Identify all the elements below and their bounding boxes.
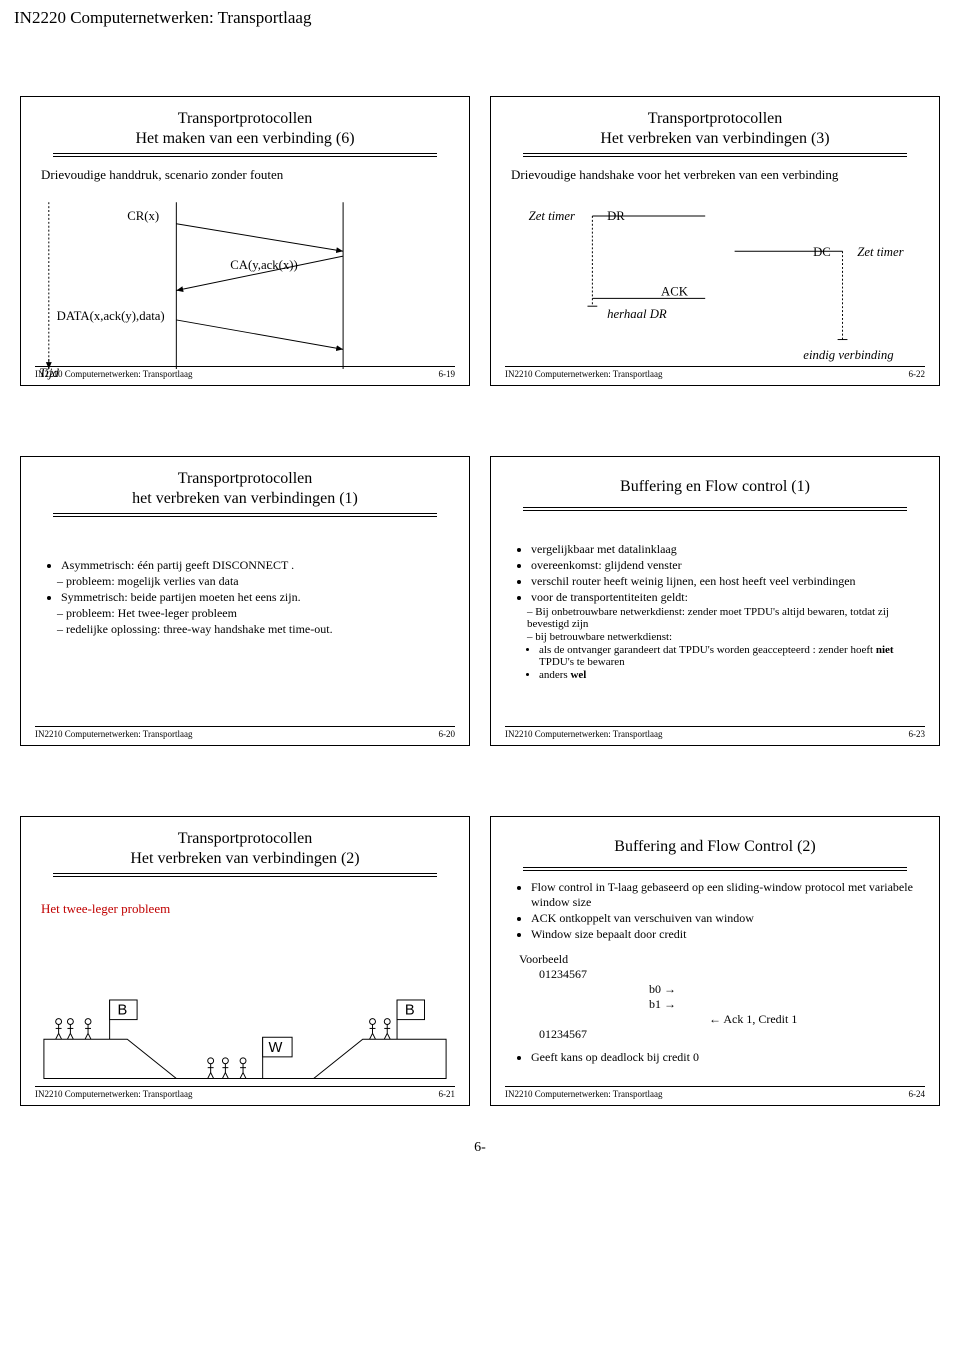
slide-22: Transportprotocollen Het verbreken van v… <box>490 96 940 386</box>
bullet: Asymmetrisch: één partij geeft DISCONNEC… <box>61 558 451 573</box>
zet-timer-1: Zet timer <box>529 209 575 223</box>
slide-body: vergelijkbaar met datalinklaag overeenko… <box>505 511 925 726</box>
soldiers-right <box>370 1019 391 1040</box>
soldiers-left <box>56 1019 91 1040</box>
data-label: DATA(x,ack(y),data) <box>57 309 165 323</box>
voorbeeld-label: Voorbeeld <box>519 952 921 967</box>
bullet: Flow control in T-laag gebaseerd op een … <box>531 880 921 910</box>
svg-text:B: B <box>117 1003 127 1019</box>
sub-sub-bullet: anders wel <box>539 669 921 681</box>
footer-right: 6-24 <box>909 1089 926 1099</box>
slide-body: Het twee-leger probleem B B <box>35 877 455 1086</box>
title-line-1: Transportprotocollen <box>178 110 313 127</box>
flag-b-right: B <box>397 1000 424 1039</box>
slide-title: Transportprotocollen Het verbreken van v… <box>523 107 907 154</box>
page-number: 6- <box>0 1126 960 1170</box>
text: TPDU's te bewaren <box>539 656 625 668</box>
text: anders <box>539 669 570 681</box>
zet-timer-2: Zet timer <box>857 245 903 259</box>
slide-title: Buffering and Flow Control (2) <box>523 827 907 868</box>
bullet: overeenkomst: glijdend venster <box>531 558 921 573</box>
slide-footer: IN2210 Computernetwerken: Transportlaag … <box>505 1086 925 1099</box>
page-header: IN2220 Computernetwerken: Transportlaag <box>0 0 960 36</box>
bullet: voor de transportentiteiten geldt: <box>531 590 921 605</box>
sub-bullet: probleem: Het twee-leger probleem <box>57 606 451 621</box>
title-line-2: Het verbreken van verbindingen (3) <box>600 130 829 147</box>
title-line: Buffering and Flow Control (2) <box>614 838 815 855</box>
title-line-1: Transportprotocollen <box>178 830 313 847</box>
slide-24: Buffering and Flow Control (2) Flow cont… <box>490 816 940 1106</box>
seq-line-2: 01234567 <box>539 1027 921 1042</box>
slide-21: Transportprotocollen Het verbreken van v… <box>20 816 470 1106</box>
ack-line: ← Ack 1, Credit 1 <box>709 1012 921 1027</box>
bullet: ACK ontkoppelt van verschuiven van windo… <box>531 911 921 926</box>
ack-label: ACK <box>661 284 689 298</box>
slide-subtitle: Drievoudige handshake voor het verbreken… <box>511 167 921 183</box>
dc-label: DC <box>813 245 831 259</box>
title-line-1: Transportprotocollen <box>648 110 783 127</box>
sub-bullet: redelijke oplossing: three-way handshake… <box>57 622 451 637</box>
title-line: Buffering en Flow control (1) <box>620 478 810 495</box>
flag-b-left: B <box>110 1000 137 1039</box>
slide-body: Drievoudige handdruk, scenario zonder fo… <box>35 157 455 366</box>
slide-23: Buffering en Flow control (1) vergelijkb… <box>490 456 940 746</box>
ca-label: CA(y,ack(x)) <box>230 258 297 272</box>
slide-grid: Transportprotocollen Het maken van een v… <box>0 36 960 1126</box>
title-line-1: Transportprotocollen <box>178 470 313 487</box>
slide-body: Asymmetrisch: één partij geeft DISCONNEC… <box>35 517 455 726</box>
footer-right: 6-20 <box>439 729 456 739</box>
svg-text:B: B <box>405 1003 415 1019</box>
slide-footer: IN2210 Computernetwerken: Transportlaag … <box>35 726 455 739</box>
b1-line: b1 → <box>649 997 921 1012</box>
bullet: Symmetrisch: beide partijen moeten het e… <box>61 590 451 605</box>
slide-body: Flow control in T-laag gebaseerd op een … <box>505 871 925 1086</box>
title-line-2: het verbreken van verbindingen (1) <box>132 490 358 507</box>
text: als de ontvanger garandeert dat TPDU's w… <box>539 644 876 656</box>
slide-title: Transportprotocollen Het verbreken van v… <box>53 827 437 874</box>
sub-bullet: bij betrouwbare netwerkdienst: <box>527 631 921 643</box>
eindig-verbinding: eindig verbinding <box>803 348 893 362</box>
slide-subtitle: Drievoudige handdruk, scenario zonder fo… <box>41 167 451 183</box>
herhaal-dr: herhaal DR <box>607 307 667 321</box>
bold-text: niet <box>876 644 894 656</box>
slide-20: Transportprotocollen het verbreken van v… <box>20 456 470 746</box>
b0-line: b0 → <box>649 982 921 997</box>
tijd-label: Tijd <box>39 366 59 380</box>
slide-body: Drievoudige handshake voor het verbreken… <box>505 157 925 366</box>
cr-label: CR(x) <box>127 209 159 223</box>
seq-line: 01234567 <box>539 967 921 982</box>
slide-19: Transportprotocollen Het maken van een v… <box>20 96 470 386</box>
footer-left: IN2210 Computernetwerken: Transportlaag <box>505 729 662 739</box>
bullet: Window size bepaalt door credit <box>531 927 921 942</box>
slide-title: Transportprotocollen Het maken van een v… <box>53 107 437 154</box>
slide-subtitle: Het twee-leger probleem <box>41 901 451 917</box>
sub-bullet: Bij onbetrouwbare netwerkdienst: zender … <box>527 606 921 630</box>
slide-footer: IN2210 Computernetwerken: Transportlaag … <box>505 726 925 739</box>
slide-title: Transportprotocollen het verbreken van v… <box>53 467 437 514</box>
soldiers-valley <box>208 1058 246 1079</box>
flag-w: W <box>263 1037 292 1078</box>
svg-text:W: W <box>269 1040 283 1056</box>
title-line-2: Het verbreken van verbindingen (2) <box>130 850 359 867</box>
handshake-diagram: CR(x) CA(y,ack(x)) DATA(x,ack(y),data) T… <box>39 189 451 392</box>
title-line-2: Het maken van een verbinding (6) <box>135 130 354 147</box>
disconnect-diagram: Zet timer DR DC Zet timer ACK herhaal DR… <box>509 189 921 392</box>
bullet: verschil router heeft weinig lijnen, een… <box>531 574 921 589</box>
footer-left: IN2210 Computernetwerken: Transportlaag <box>35 729 192 739</box>
bullet: Geeft kans op deadlock bij credit 0 <box>531 1050 921 1065</box>
bullet: vergelijkbaar met datalinklaag <box>531 542 921 557</box>
slide-title: Buffering en Flow control (1) <box>523 467 907 508</box>
sub-bullet: probleem: mogelijk verlies van data <box>57 574 451 589</box>
footer-right: 6-23 <box>909 729 926 739</box>
sub-sub-bullet: als de ontvanger garandeert dat TPDU's w… <box>539 644 921 668</box>
two-army-diagram: B B W <box>39 923 451 1126</box>
bold-text: wel <box>570 669 586 681</box>
footer-left: IN2210 Computernetwerken: Transportlaag <box>505 1089 662 1099</box>
